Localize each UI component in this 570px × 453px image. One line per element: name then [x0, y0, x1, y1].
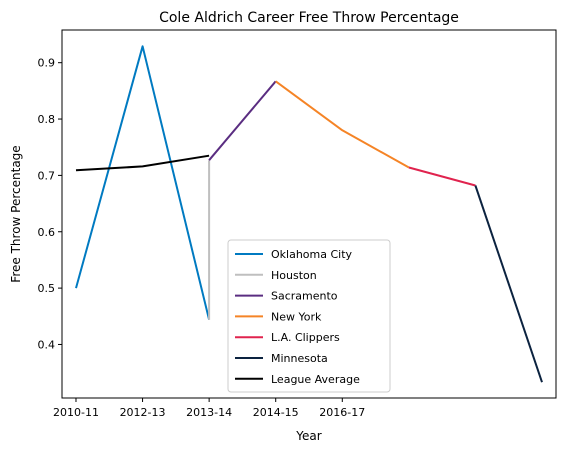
x-axis-label: Year — [295, 429, 321, 443]
y-tick-label: 0.4 — [38, 338, 56, 351]
y-axis: 0.4 0.5 0.6 0.7 0.8 0.9 — [38, 57, 63, 352]
legend-label-oklahoma-city: Oklahoma City — [271, 248, 353, 261]
x-tick-label: 2013-14 — [186, 406, 232, 419]
series-line-oklahoma-city — [76, 46, 209, 319]
y-tick-label: 0.5 — [38, 282, 56, 295]
series-line-sacramento — [209, 81, 276, 160]
y-axis-label: Free Throw Percentage — [9, 145, 23, 282]
x-tick-label: 2010-11 — [53, 406, 99, 419]
series-line-minnesota — [475, 186, 542, 383]
chart-title: Cole Aldrich Career Free Throw Percentag… — [159, 10, 459, 26]
y-tick-label: 0.9 — [38, 57, 56, 70]
x-tick-label: 2012-13 — [120, 406, 166, 419]
y-tick-label: 0.7 — [38, 169, 56, 182]
legend-label-league-average: League Average — [271, 373, 360, 386]
legend-label-minnesota: Minnesota — [271, 352, 328, 365]
legend-label-l-a-clippers: L.A. Clippers — [271, 331, 340, 344]
x-axis: 2010-11 2012-13 2013-14 2014-15 2016-17 — [53, 398, 365, 419]
x-tick-label: 2016-17 — [319, 406, 365, 419]
x-tick-label: 2014-15 — [253, 406, 299, 419]
legend-label-new-york: New York — [271, 310, 322, 323]
series-line-l-a-clippers — [409, 168, 476, 186]
legend: Oklahoma City Houston Sacramento New York L.… — [228, 240, 390, 392]
legend-label-houston: Houston — [271, 269, 317, 282]
series-line-league-average — [76, 156, 209, 171]
y-tick-label: 0.8 — [38, 113, 56, 126]
series-line-new-york — [276, 81, 409, 167]
y-tick-label: 0.6 — [38, 226, 56, 239]
legend-label-sacramento: Sacramento — [271, 290, 338, 303]
